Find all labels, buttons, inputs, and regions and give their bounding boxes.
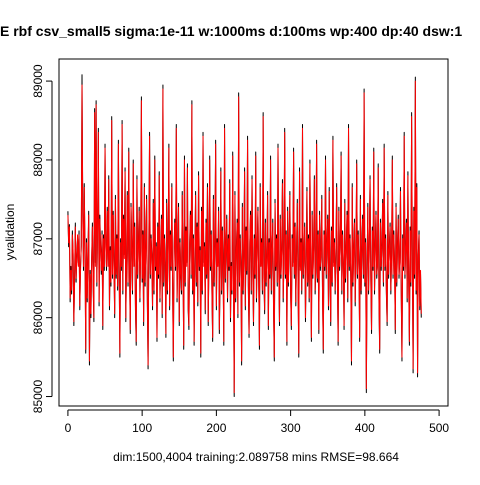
y-tick-label: 85000 <box>31 380 45 414</box>
x-tick-label: 500 <box>429 421 449 435</box>
y-tick-label: 88000 <box>31 143 45 177</box>
x-tick-label: 200 <box>206 421 226 435</box>
plot-frame <box>58 58 449 407</box>
y-tick-label: 86000 <box>31 301 45 335</box>
y-axis: 85000 86000 87000 88000 89000 <box>31 64 53 414</box>
x-tick-label: 100 <box>132 421 152 435</box>
x-axis: 0 100 200 300 400 500 <box>65 409 449 435</box>
x-tick-label: 400 <box>355 421 375 435</box>
series-layer <box>67 74 422 398</box>
x-axis-label: dim:1500,4004 training:2.089758 mins RMS… <box>113 450 399 464</box>
y-axis-label: yvalidation <box>3 204 17 261</box>
y-tick-label: 89000 <box>31 64 45 98</box>
x-tick-label: 0 <box>65 421 72 435</box>
x-tick-label: 300 <box>281 421 301 435</box>
series-line-1 <box>67 80 422 394</box>
chart-title: E rbf csv_small5 sigma:1e-11 w:1000ms d:… <box>0 23 462 39</box>
y-tick-label: 87000 <box>31 222 45 256</box>
